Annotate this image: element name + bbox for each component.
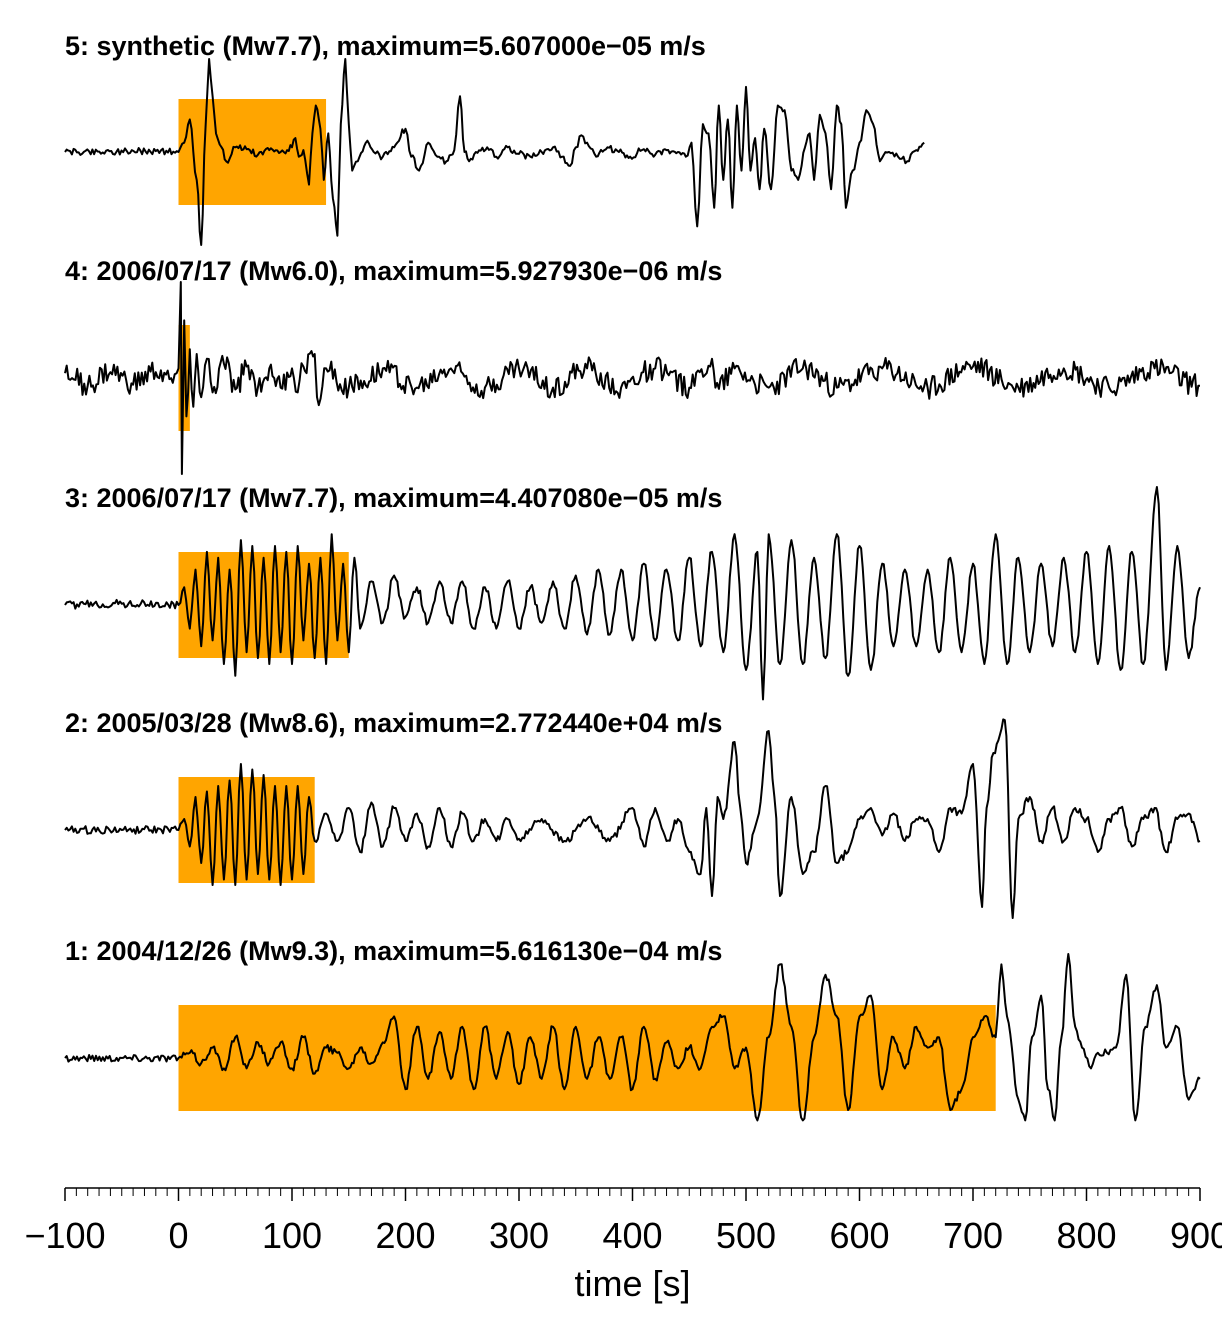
x-tick-label: 800 (1056, 1215, 1116, 1256)
panel-5 (64, 58, 925, 246)
x-tick-label: 200 (375, 1215, 435, 1256)
x-tick-label: 400 (602, 1215, 662, 1256)
panel-title-3: 3: 2006/07/17 (Mw7.7), maximum=4.407080e… (65, 483, 722, 513)
waveform-trace-2 (64, 718, 1201, 919)
x-axis-label: time [s] (574, 1263, 690, 1304)
waveform-trace-1 (64, 953, 1201, 1122)
x-tick-label: 0 (168, 1215, 188, 1256)
panel-2 (64, 718, 1201, 919)
x-tick-label: 900 (1170, 1215, 1222, 1256)
panel-3 (64, 486, 1201, 701)
x-tick-label: 300 (489, 1215, 549, 1256)
panel-title-2: 2: 2005/03/28 (Mw8.6), maximum=2.772440e… (65, 708, 722, 738)
panel-title-4: 4: 2006/07/17 (Mw6.0), maximum=5.927930e… (65, 256, 722, 286)
panel-1 (64, 953, 1201, 1122)
panels-layer (64, 58, 1201, 1122)
titles-layer: 5: synthetic (Mw7.7), maximum=5.607000e−… (65, 31, 722, 966)
x-tick-label: 600 (829, 1215, 889, 1256)
highlight-window-1 (178, 1005, 996, 1111)
waveform-trace-3 (64, 486, 1201, 701)
x-ticks (64, 1188, 1201, 1201)
x-tick-labels: −100 0 100 200 300 400 500 600 700 800 900 (24, 1215, 1222, 1256)
waveform-trace-4 (64, 281, 1200, 475)
x-tick-label: 700 (943, 1215, 1003, 1256)
panel-title-5: 5: synthetic (Mw7.7), maximum=5.607000e−… (65, 31, 706, 61)
panel-4 (64, 281, 1200, 475)
x-tick-label: 100 (262, 1215, 322, 1256)
waveform-trace-5 (64, 58, 925, 246)
panel-title-1: 1: 2004/12/26 (Mw9.3), maximum=5.616130e… (65, 936, 722, 966)
x-axis: −100 0 100 200 300 400 500 600 700 800 900 time [s… (24, 1187, 1222, 1304)
x-tick-label: 500 (716, 1215, 776, 1256)
x-tick-label: −100 (24, 1215, 105, 1256)
